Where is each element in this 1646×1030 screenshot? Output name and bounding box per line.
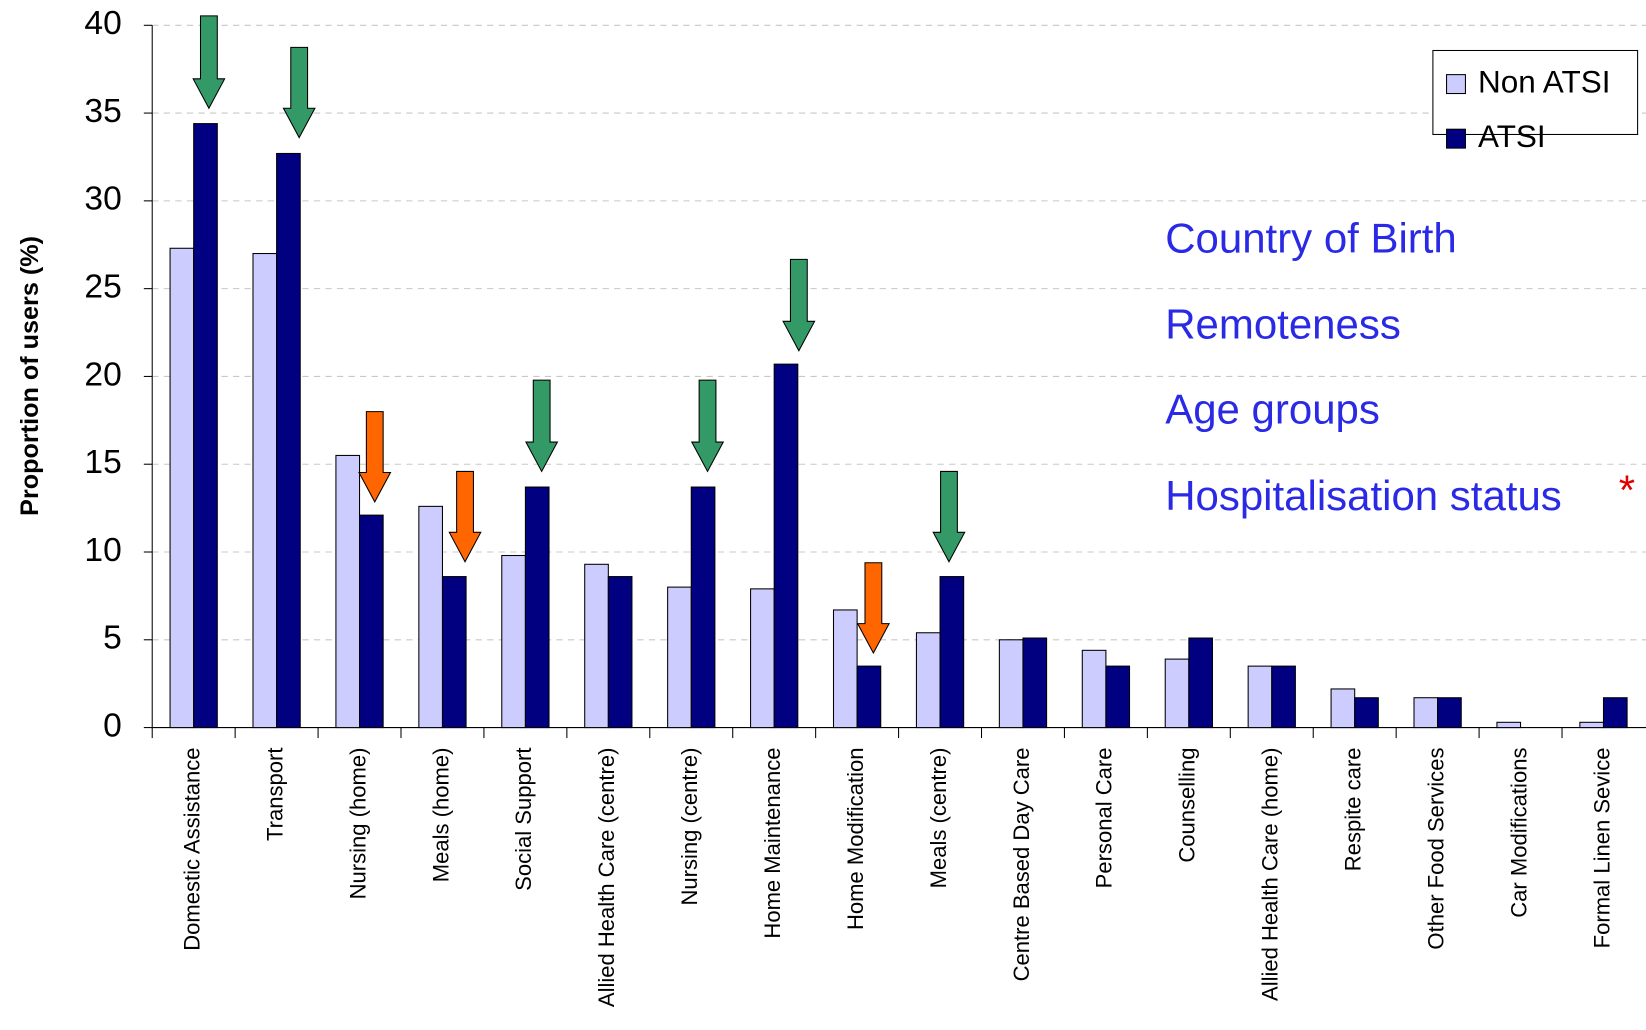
bar [418, 505, 443, 729]
y-tick-label: 10 [84, 532, 121, 569]
x-tick-label: Personal Care [1092, 748, 1117, 889]
bar [193, 123, 218, 729]
x-tick-label: Meals (home) [428, 748, 453, 883]
x-tick-label: Car Modifications [1506, 748, 1531, 918]
x-tick-label: Respite care [1341, 748, 1366, 872]
bar [276, 152, 301, 729]
y-axis-label: Proportion of users (%) [16, 236, 44, 516]
arrow [448, 470, 482, 563]
bar [359, 514, 384, 729]
y-tick-label: 0 [103, 707, 122, 744]
y-tick-label: 35 [84, 93, 121, 130]
arrow [932, 470, 966, 563]
x-tick-label: Meals (centre) [926, 748, 951, 889]
x-tick-label: Other Food Services [1423, 748, 1448, 950]
arrow [192, 15, 226, 110]
arrow [525, 379, 559, 473]
bar [1105, 665, 1131, 729]
bar [584, 563, 609, 729]
bar [252, 253, 278, 729]
legend-swatch [1446, 128, 1466, 149]
bar [856, 665, 882, 729]
bar [832, 609, 858, 729]
x-tick-label: Counselling [1175, 748, 1200, 863]
bar [1271, 665, 1296, 729]
arrow [282, 46, 316, 139]
y-tick-label: 5 [103, 620, 122, 657]
bar [1602, 697, 1628, 729]
y-tick-label: 25 [84, 269, 121, 306]
bar [1081, 649, 1107, 729]
x-tick-label: Transport [262, 748, 287, 841]
bar [1022, 637, 1048, 729]
bar [1247, 665, 1273, 729]
bar [169, 247, 195, 729]
x-tick-label: Nursing (home) [345, 748, 370, 900]
bar [998, 639, 1024, 729]
bar [1330, 688, 1356, 729]
legend-box [1432, 49, 1639, 135]
legend-label: Non ATSI [1478, 63, 1610, 99]
bar [1579, 721, 1605, 729]
y-tick-label: 30 [84, 181, 121, 218]
bar [915, 632, 941, 729]
bar [1437, 697, 1462, 729]
bar [773, 363, 799, 729]
x-tick-label: Allied Health Care (centre) [594, 748, 619, 1008]
arrow [690, 379, 725, 473]
annotation: Age groups [1165, 386, 1380, 433]
bar [1188, 637, 1213, 729]
bar [524, 486, 550, 729]
x-tick-label: Centre Based Day Care [1009, 748, 1034, 982]
x-tick-label: Home Modification [843, 748, 868, 930]
bar [939, 576, 965, 729]
bar [1354, 697, 1379, 729]
bar [1413, 697, 1439, 729]
arrow [856, 562, 891, 655]
y-tick-label: 40 [84, 5, 121, 42]
y-tick-label: 20 [84, 356, 121, 393]
y-tick-label: 15 [84, 444, 121, 481]
bar [667, 586, 692, 729]
x-tick-label: Allied Health Care (home) [1258, 748, 1283, 1001]
bar [501, 554, 526, 729]
bar [690, 486, 716, 729]
bar [750, 588, 775, 729]
bar [607, 576, 633, 729]
x-tick-label: Nursing (centre) [677, 748, 702, 906]
bar [1164, 658, 1190, 729]
x-tick-label: Domestic Assistance [180, 748, 205, 951]
bar [1496, 721, 1522, 729]
bar [441, 576, 467, 729]
annotation: Hospitalisation status [1165, 472, 1562, 519]
legend-swatch [1446, 74, 1466, 95]
x-tick-label: Social Support [511, 748, 536, 891]
arrow [782, 258, 816, 352]
arrow [358, 411, 392, 503]
x-tick-label: Home Maintenance [760, 748, 785, 939]
annotation: Remoteness [1165, 301, 1401, 348]
annotation-asterisk: * [1619, 467, 1635, 514]
legend-label: ATSI [1478, 118, 1546, 154]
x-tick-label: Formal Linen Sevice [1589, 748, 1614, 949]
bar [335, 454, 361, 729]
annotation: Country of Birth [1165, 215, 1457, 262]
